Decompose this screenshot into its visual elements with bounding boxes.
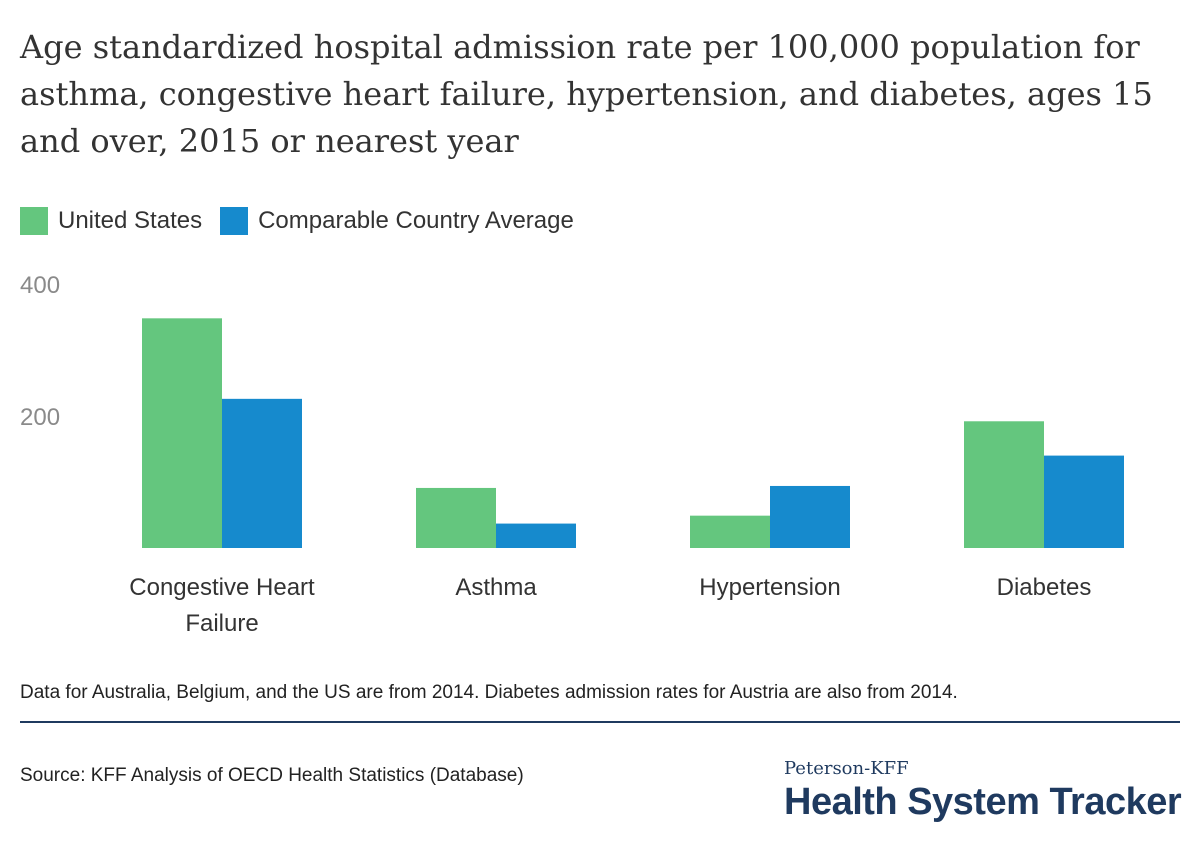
legend: United States Comparable Country Average <box>20 203 592 239</box>
legend-label-comparable-country-average: Comparable Country Average <box>258 207 574 234</box>
y-tick-label-400: 400 <box>20 272 60 299</box>
footer-divider <box>20 721 1180 723</box>
bar-hypertension-comparable-country-average <box>770 485 850 548</box>
bar-asthma-comparable-country-average <box>496 523 576 548</box>
x-category-label-congestive-heart-failure: Congestive Heart Failure <box>129 574 315 637</box>
legend-swatch-united-states <box>20 207 48 235</box>
bar-congestive-heart-failure-united-states <box>142 318 222 548</box>
brand-top-text: Peterson-KFF <box>784 758 909 779</box>
x-category-label-hypertension: Hypertension <box>699 574 840 601</box>
x-category-label-line: Asthma <box>455 574 537 601</box>
x-category-label-line: Congestive Heart <box>129 574 315 601</box>
bar-diabetes-comparable-country-average <box>1044 455 1124 548</box>
source-text: Source: KFF Analysis of OECD Health Stat… <box>20 765 524 786</box>
legend-item-united-states: United States <box>20 207 202 235</box>
bar-diabetes-united-states <box>964 421 1044 548</box>
bar-asthma-united-states <box>416 487 496 548</box>
chart-title: Age standardized hospital admission rate… <box>20 28 1153 160</box>
legend-item-comparable-country-average: Comparable Country Average <box>220 207 574 235</box>
x-category-label-line: Diabetes <box>997 574 1092 601</box>
brand-logo: Peterson-KFF Health System Tracker <box>784 758 1184 824</box>
y-tick-label-200: 200 <box>20 404 60 431</box>
x-category-label-diabetes: Diabetes <box>997 574 1092 601</box>
x-category-label-asthma: Asthma <box>455 574 537 601</box>
x-category-label-line: Failure <box>185 610 258 637</box>
x-category-label-line: Hypertension <box>699 574 840 601</box>
legend-swatch-comparable-country-average <box>220 207 249 235</box>
bar-hypertension-united-states <box>690 515 770 548</box>
brand-main-text: Health System Tracker <box>784 781 1182 823</box>
bar-congestive-heart-failure-comparable-country-average <box>222 398 302 548</box>
bar-chart: 200 400 Congestive Heart Failure Asthma Hyper… <box>20 272 1124 637</box>
legend-label-united-states: United States <box>58 207 203 234</box>
data-note: Data for Australia, Belgium, and the US … <box>20 682 958 703</box>
